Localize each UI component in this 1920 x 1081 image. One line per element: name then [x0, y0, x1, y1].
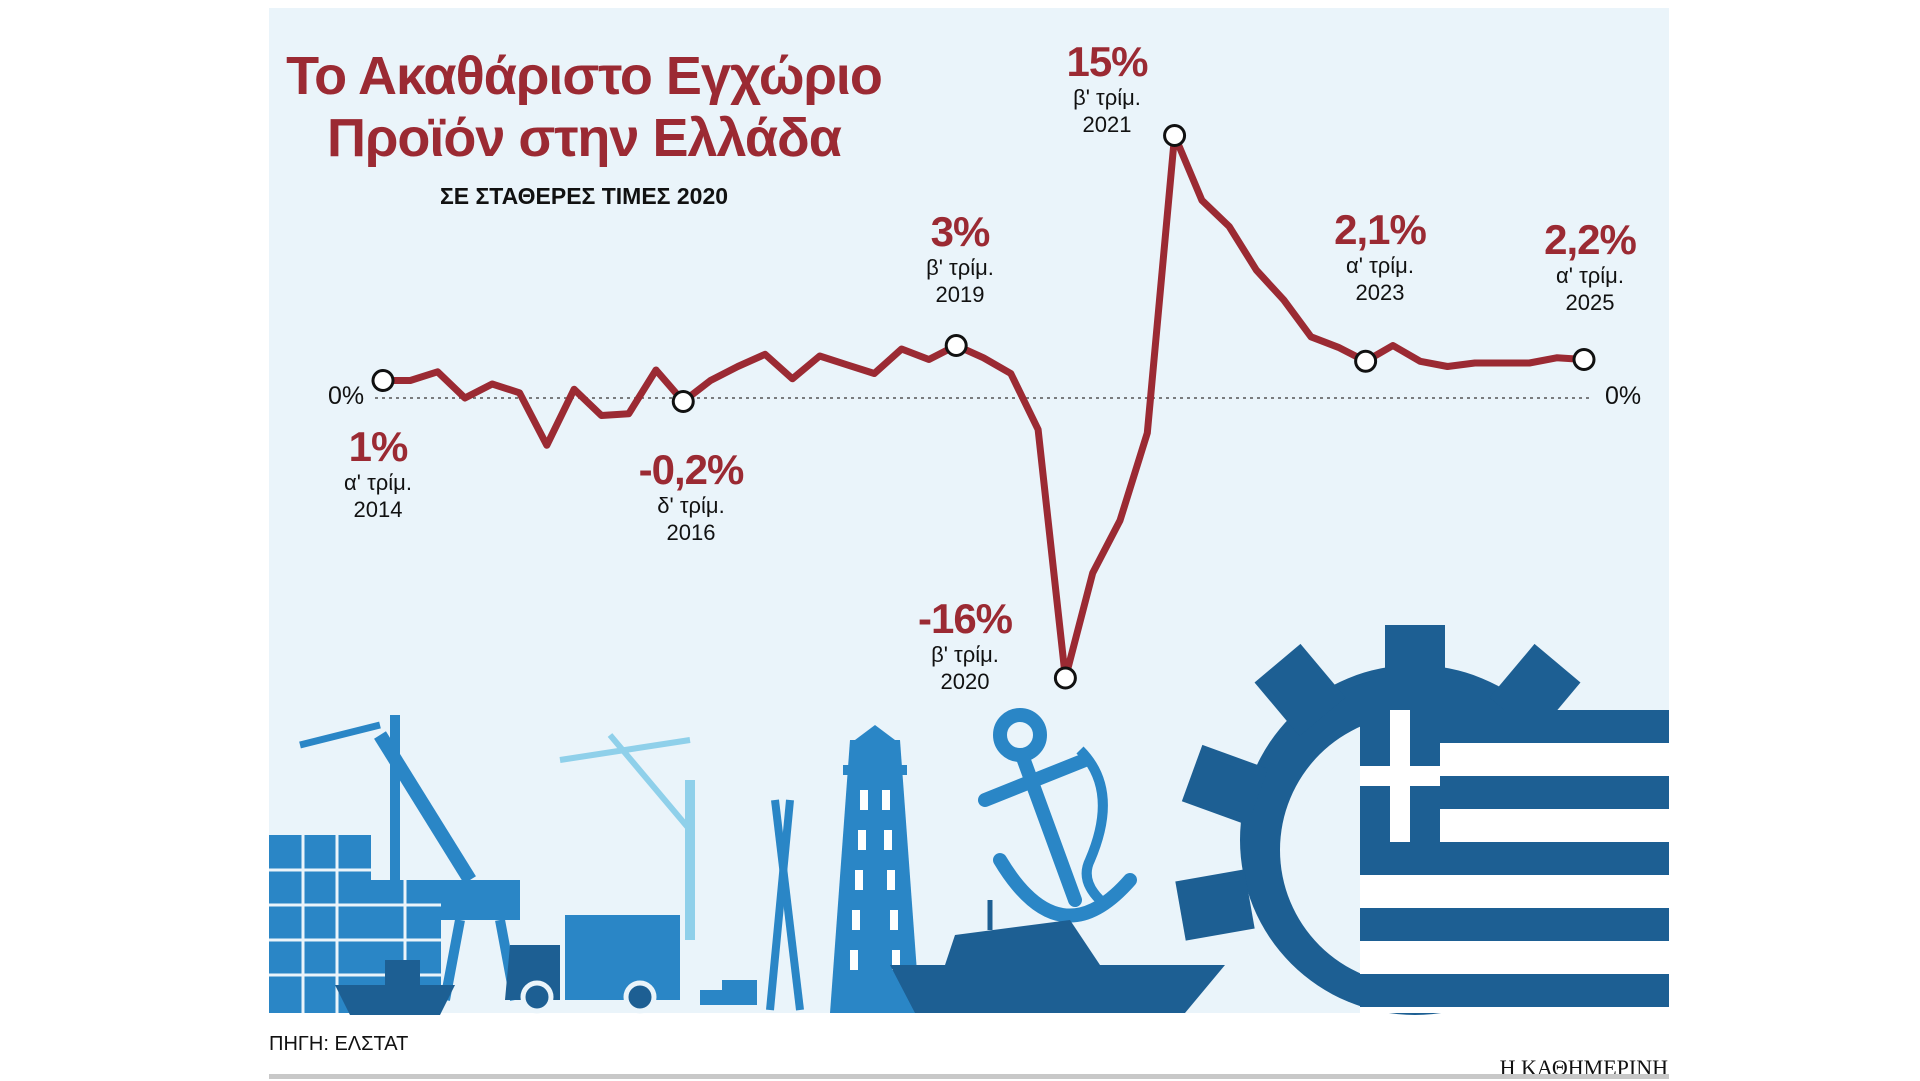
annotation-value: 15% [1066, 38, 1148, 85]
greek-flag [1360, 710, 1669, 1013]
data-point-marker [944, 334, 968, 357]
flag-stripes [1360, 710, 1669, 1007]
light-crane-arm [607, 733, 693, 832]
data-point-marker [1572, 348, 1596, 371]
annotation-quarter: α' τρίμ. [1346, 253, 1414, 278]
anchor-stock [978, 753, 1092, 807]
annotation-quarter: δ' τρίμ. [657, 493, 725, 518]
lighthouse [830, 725, 920, 1013]
annotation-value: 2,2% [1544, 216, 1637, 263]
data-point-marker [1163, 124, 1187, 147]
annotated-markers [371, 124, 1596, 690]
annotation-value: 2,1% [1334, 206, 1427, 253]
lighthouse-windows [850, 790, 900, 970]
annotation-2016q4: -0,2% δ' τρίμ. 2016 [611, 448, 771, 546]
annotation-value: 3% [930, 208, 991, 255]
lighthouse-tower [830, 740, 920, 1013]
data-point-marker [1354, 349, 1378, 373]
annotation-quarter: β' τρίμ. [931, 642, 999, 667]
container-stack-left [269, 835, 371, 1013]
tug-boat [335, 960, 455, 1015]
annotation-2019q2: 3% β' τρίμ. 2019 [880, 210, 1040, 308]
anchor [978, 708, 1137, 923]
truck-wheel-front [520, 980, 554, 1014]
annotation-year: 2020 [940, 669, 990, 694]
light-crane-leg-right [766, 799, 794, 1011]
zero-label-left: 0% [328, 382, 365, 410]
truck [505, 915, 680, 1014]
annotation-quarter: α' τρίμ. [1556, 263, 1624, 288]
background-cranes [559, 733, 804, 1011]
annotation-2014q1: 1% α' τρίμ. 2014 [298, 425, 458, 523]
small-truck [700, 980, 757, 1005]
chart-title-line2: Προϊόν στην Ελλάδα [326, 108, 842, 168]
annotation-quarter: α' τρίμ. [344, 470, 412, 495]
annotation-2025q1: 2,2% α' τρίμ. 2025 [1510, 218, 1670, 316]
annotation-year: 2021 [1082, 112, 1132, 137]
footer-rule [269, 1074, 1669, 1079]
anchor-arms [993, 853, 1137, 923]
annotation-value: -16% [917, 595, 1013, 642]
annotation-2023q1: 2,1% α' τρίμ. 2023 [1300, 208, 1460, 306]
chart-title-line1: Το Ακαθάριστο Εγχώριο [286, 46, 883, 106]
light-crane-leg-left [771, 799, 804, 1011]
harbor-illustration [269, 625, 1669, 1015]
annotation-year: 2023 [1355, 280, 1405, 305]
tug-hull [335, 985, 455, 1015]
annotation-year: 2025 [1565, 290, 1615, 315]
ship-superstructure [945, 920, 1100, 965]
data-point-marker [1053, 666, 1077, 690]
small-truck-cab [700, 990, 722, 1005]
data-point-marker [371, 369, 395, 392]
annotation-year: 2019 [935, 282, 985, 307]
truck-trailer [565, 915, 680, 1000]
tug-cabin [385, 960, 420, 985]
annotation-2021q2: 15% β' τρίμ. 2021 [1027, 40, 1187, 138]
truck-wheel-rear [623, 980, 657, 1014]
flag-cross-horizontal [1360, 766, 1440, 786]
annotation-value: -0,2% [638, 446, 745, 493]
data-point-marker [671, 390, 695, 413]
ship-hull [890, 965, 1225, 1013]
annotation-quarter: β' τρίμ. [926, 255, 994, 280]
lighthouse-top [855, 725, 895, 740]
annotation-value: 1% [348, 423, 409, 470]
chart-subtitle: ΣΕ ΣΤΑΘΕΡΕΣ ΤΙΜΕΣ 2020 [439, 183, 729, 209]
annotation-year: 2016 [666, 520, 716, 545]
source-note: ΠΗΓΗ: ΕΛΣΤΑΤ [269, 1033, 409, 1055]
anchor-rope [1076, 746, 1108, 904]
dark-crane-boom [299, 721, 381, 749]
dark-crane-cabin [440, 880, 520, 920]
lighthouse-balcony [843, 765, 907, 775]
dark-crane [299, 715, 520, 1001]
annotation-year: 2014 [353, 497, 403, 522]
annotation-2020q2: -16% β' τρίμ. 2020 [885, 597, 1045, 695]
gdp-series-line [379, 132, 1588, 682]
zero-label-right: 0% [1605, 382, 1642, 410]
cargo-ship [890, 900, 1225, 1013]
small-truck-box [722, 980, 757, 1005]
annotation-quarter: β' τρίμ. [1073, 85, 1141, 110]
